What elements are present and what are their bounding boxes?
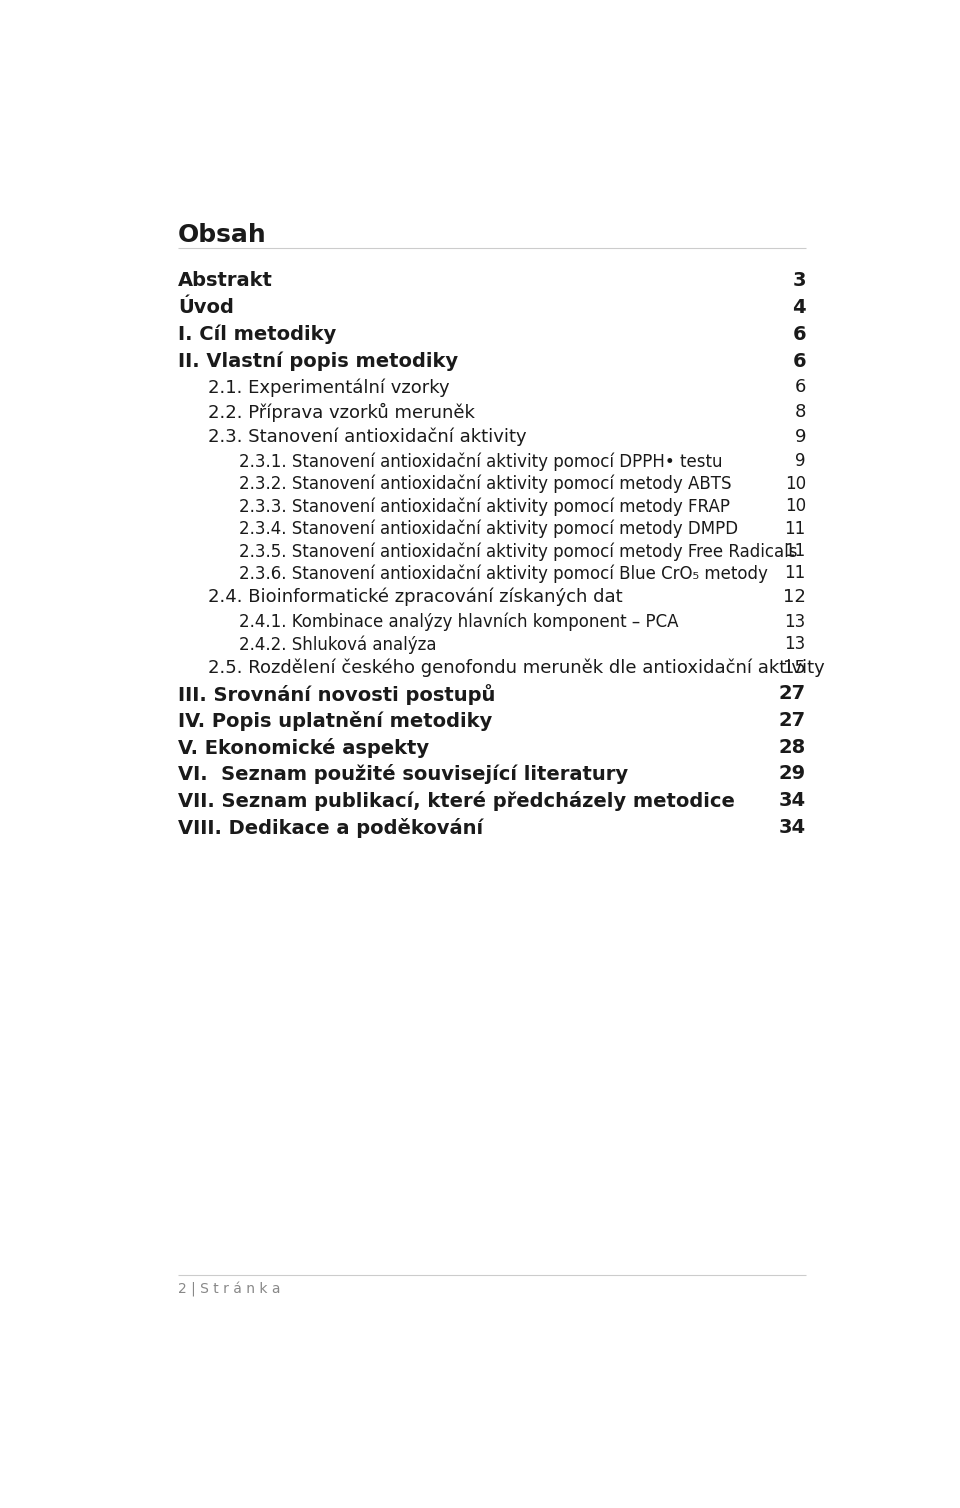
Text: 15: 15: [783, 659, 805, 677]
Text: 6: 6: [792, 351, 805, 371]
Text: 2.4.2. Shluková analýza: 2.4.2. Shluková analýza: [239, 635, 436, 653]
Text: 10: 10: [784, 498, 805, 516]
Text: 11: 11: [784, 541, 805, 559]
Text: 3: 3: [792, 271, 805, 291]
Text: 2.3.6. Stanovení antioxidační aktivity pomocí Blue CrO₅ metody: 2.3.6. Stanovení antioxidační aktivity p…: [239, 564, 767, 584]
Text: 2.4. Bioinformatické zpracování získaných dat: 2.4. Bioinformatické zpracování získanýc…: [207, 588, 622, 606]
Text: 8: 8: [795, 403, 805, 421]
Text: 27: 27: [779, 685, 805, 703]
Text: II. Vlastní popis metodiky: II. Vlastní popis metodiky: [179, 351, 458, 371]
Text: 28: 28: [779, 737, 805, 757]
Text: V. Ekonomické aspekty: V. Ekonomické aspekty: [179, 737, 429, 757]
Text: 2.3.5. Stanovení antioxidační aktivity pomocí metody Free Radicals: 2.3.5. Stanovení antioxidační aktivity p…: [239, 541, 797, 561]
Text: VIII. Dedikace a poděkování: VIII. Dedikace a poděkování: [179, 817, 483, 838]
Text: 12: 12: [783, 588, 805, 606]
Text: 2.3.1. Stanovení antioxidační aktivity pomocí DPPH• testu: 2.3.1. Stanovení antioxidační aktivity p…: [239, 452, 722, 470]
Text: 2.3.3. Stanovení antioxidační aktivity pomocí metody FRAP: 2.3.3. Stanovení antioxidační aktivity p…: [239, 498, 730, 516]
Text: 9: 9: [794, 428, 805, 445]
Text: 34: 34: [779, 817, 805, 837]
Text: Úvod: Úvod: [179, 299, 234, 317]
Text: 34: 34: [779, 792, 805, 810]
Text: 13: 13: [784, 635, 805, 653]
Text: Abstrakt: Abstrakt: [179, 271, 273, 291]
Text: 2.3.4. Stanovení antioxidační aktivity pomocí metody DMPD: 2.3.4. Stanovení antioxidační aktivity p…: [239, 520, 737, 538]
Text: 4: 4: [792, 299, 805, 317]
Text: 11: 11: [784, 564, 805, 582]
Text: Obsah: Obsah: [179, 223, 267, 247]
Text: IV. Popis uplatnění metodiky: IV. Popis uplatnění metodiky: [179, 710, 492, 731]
Text: 13: 13: [784, 612, 805, 630]
Text: 11: 11: [784, 520, 805, 537]
Text: VI.  Seznam použité související literatury: VI. Seznam použité související literatur…: [179, 765, 628, 784]
Text: 2.1. Experimentální vzorky: 2.1. Experimentální vzorky: [207, 379, 449, 397]
Text: 2.5. Rozdělení českého genofondu meruněk dle antioxidační aktivity: 2.5. Rozdělení českého genofondu meruněk…: [207, 659, 825, 677]
Text: 9: 9: [796, 452, 805, 470]
Text: III. Srovnání novosti postupů: III. Srovnání novosti postupů: [179, 685, 495, 706]
Text: VII. Seznam publikací, které předcházely metodice: VII. Seznam publikací, které předcházely…: [179, 792, 735, 811]
Text: 2.4.1. Kombinace analýzy hlavních komponent – PCA: 2.4.1. Kombinace analýzy hlavních kompon…: [239, 612, 678, 630]
Text: 2.3. Stanovení antioxidační aktivity: 2.3. Stanovení antioxidační aktivity: [207, 428, 526, 446]
Text: 6: 6: [792, 324, 805, 344]
Text: 2.2. Příprava vzorků meruněk: 2.2. Příprava vzorků meruněk: [207, 403, 474, 422]
Text: 2.3.2. Stanovení antioxidační aktivity pomocí metody ABTS: 2.3.2. Stanovení antioxidační aktivity p…: [239, 475, 732, 493]
Text: 27: 27: [779, 710, 805, 730]
Text: 29: 29: [779, 765, 805, 784]
Text: I. Cíl metodiky: I. Cíl metodiky: [179, 324, 336, 344]
Text: 6: 6: [795, 379, 805, 397]
Text: 2 | S t r á n k a: 2 | S t r á n k a: [179, 1282, 280, 1297]
Text: 10: 10: [784, 475, 805, 493]
